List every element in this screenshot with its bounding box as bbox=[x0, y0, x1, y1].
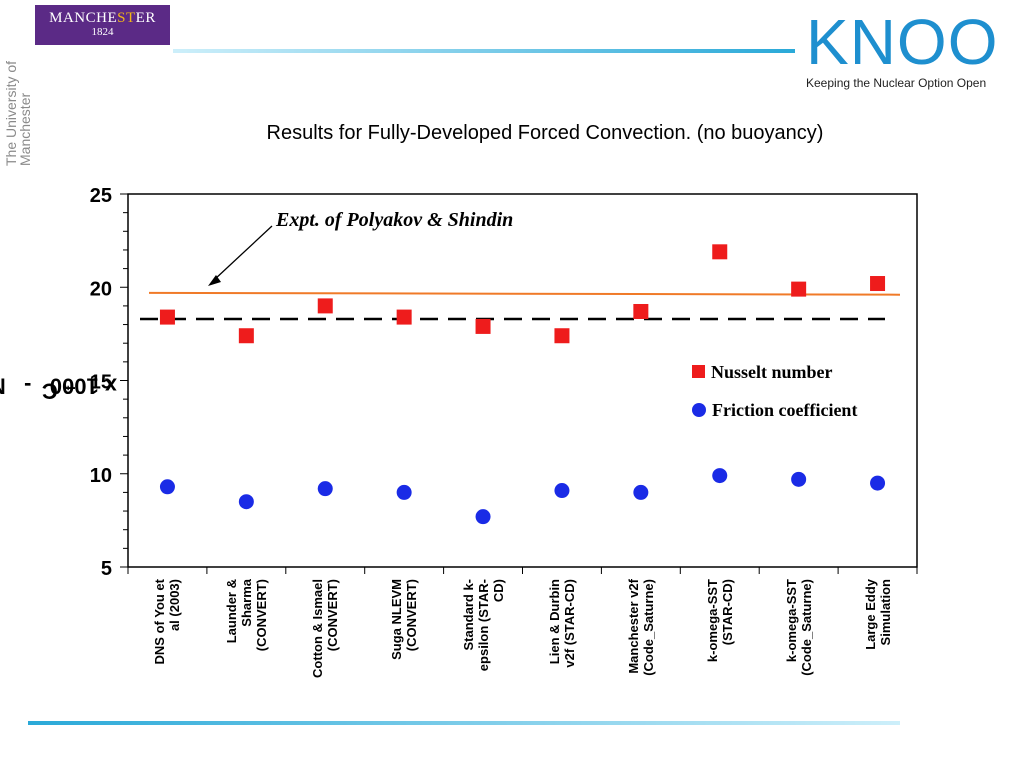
friction-point bbox=[870, 475, 886, 491]
x-category-label-text: Cotton & Ismael (CONVERT) bbox=[310, 579, 341, 678]
friction-point bbox=[712, 468, 728, 484]
friction-point bbox=[633, 484, 649, 500]
friction-point bbox=[159, 479, 175, 495]
x-category-label-text: Launder & Sharma (CONVERT) bbox=[223, 579, 269, 652]
nusselt-point bbox=[396, 309, 412, 325]
y-tick-label: 5 bbox=[101, 558, 112, 580]
knoo-logo: KNOO bbox=[806, 6, 999, 78]
expt-reference-line bbox=[148, 291, 901, 296]
nusselt-point bbox=[159, 309, 175, 325]
friction-point bbox=[554, 483, 570, 499]
header-divider bbox=[173, 49, 795, 53]
nusselt-point bbox=[791, 281, 807, 297]
legend-item-nusselt: Nusselt number bbox=[692, 362, 833, 383]
y-tick-label: 20 bbox=[90, 278, 112, 300]
circle-marker-icon bbox=[692, 403, 706, 417]
y-tick-label: 25 bbox=[90, 185, 112, 207]
nusselt-point bbox=[633, 303, 649, 319]
friction-point bbox=[475, 509, 491, 525]
footer-divider bbox=[28, 721, 900, 725]
y-tick-label: 10 bbox=[90, 465, 112, 487]
university-logo-name: MANCHESTER bbox=[49, 10, 156, 26]
nusselt-point bbox=[870, 276, 886, 292]
x-category-label-text: k-omega-SST (Code_Saturne) bbox=[783, 579, 814, 676]
friction-point bbox=[317, 481, 333, 497]
nusselt-point bbox=[238, 328, 254, 344]
y-tick-label: 15 bbox=[90, 372, 112, 394]
nusselt-point bbox=[554, 328, 570, 344]
square-marker-icon bbox=[692, 365, 705, 378]
x-category-label-text: Large Eddy Simulation bbox=[862, 579, 893, 650]
annotation-arrow-line bbox=[213, 225, 273, 281]
friction-point bbox=[238, 494, 254, 510]
nusselt-point bbox=[317, 298, 333, 314]
x-category-label-text: Standard k- epsilon (STAR- CD) bbox=[460, 579, 506, 672]
nusselt-point bbox=[712, 244, 728, 260]
university-logo-year: 1824 bbox=[91, 26, 114, 38]
university-logo: MANCHESTER 1824 bbox=[35, 5, 170, 45]
expt-annotation: Expt. of Polyakov & Shindin bbox=[276, 209, 514, 231]
nusselt-point bbox=[475, 318, 491, 334]
x-category-label-text: Manchester v2f (Code_Saturne) bbox=[625, 579, 656, 676]
x-category-label-text: DNS of You et al (2003) bbox=[152, 579, 183, 665]
friction-point bbox=[396, 484, 412, 500]
x-category-label-text: k-omega-SST (STAR-CD) bbox=[704, 579, 735, 663]
x-category-label-text: Lien & Durbin v2f (STAR-CD) bbox=[546, 579, 577, 668]
knoo-tagline: Keeping the Nuclear Option Open bbox=[806, 76, 987, 90]
friction-point bbox=[791, 471, 807, 487]
legend-item-friction: Friction coefficient bbox=[692, 400, 857, 421]
slide-title: Results for Fully-Developed Forced Conve… bbox=[266, 122, 824, 144]
annotation-arrowhead bbox=[208, 275, 221, 286]
x-category-label-text: Suga NLEVM (CONVERT) bbox=[389, 579, 420, 660]
